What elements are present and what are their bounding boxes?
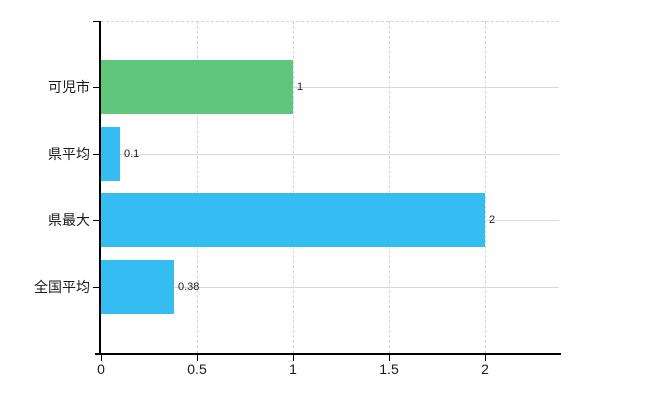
bar-全国平均[interactable] [101,260,174,314]
x-axis-line [95,353,561,355]
x-axis-tick-label: 1 [289,361,297,377]
y-axis-category-label: 可児市 [48,79,90,95]
bar-県平均[interactable] [101,127,120,181]
bar-県最大[interactable] [101,193,485,247]
vertical-gridline [293,21,294,353]
y-axis-category-label: 全国平均 [34,279,90,295]
x-axis-tick-label: 1.5 [379,361,399,377]
x-axis-tick-label: 2 [481,361,489,377]
x-axis-tick [293,355,294,361]
y-axis-tick [93,220,100,221]
horizontal-gridline [101,154,559,155]
horizontal-gridline [101,87,559,88]
y-axis-line [99,21,101,355]
x-axis-tick [101,355,102,361]
y-axis-category-label: 県最大 [48,212,90,228]
y-axis-tick [93,154,100,155]
x-axis-tick [197,355,198,361]
y-axis-tick [93,87,100,88]
x-axis-tick [485,355,486,361]
vertical-gridline [197,21,198,353]
vertical-gridline [485,21,486,353]
y-axis-category-label: 県平均 [48,146,90,162]
x-axis-tick [389,355,390,361]
bar-value-label: 2 [489,214,496,226]
y-axis-tick [93,21,100,22]
plot-top-gridline [101,21,559,22]
bar-value-label: 0.38 [178,281,200,293]
x-axis-tick-label: 0.5 [187,361,207,377]
bar-value-label: 0.1 [124,148,140,160]
bar-可児市[interactable] [101,60,293,114]
x-axis-tick-label: 0 [97,361,105,377]
vertical-gridline [389,21,390,353]
horizontal-gridline [101,287,559,288]
bar-value-label: 1 [297,81,304,93]
y-axis-tick [93,287,100,288]
